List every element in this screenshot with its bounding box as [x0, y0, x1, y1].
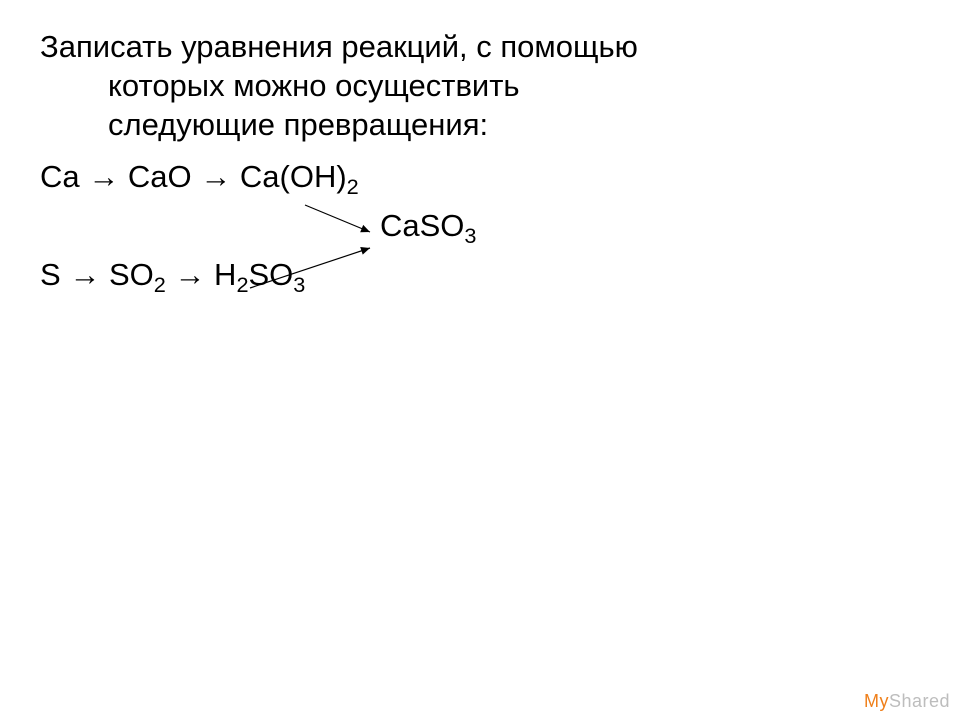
- species-caoh2: Ca(OH)2: [240, 159, 359, 194]
- species-s: S: [40, 257, 61, 292]
- arrow-icon: →: [174, 257, 205, 292]
- species-cao: CaO: [128, 159, 192, 194]
- species-ca: Ca: [40, 159, 80, 194]
- species-so2: SO2: [109, 257, 174, 292]
- watermark-part-1: My: [864, 691, 889, 711]
- arrow-icon: →: [88, 159, 119, 194]
- product-caso3: CaSO3: [40, 207, 920, 246]
- species-h2so3: H2SO3: [214, 257, 305, 292]
- task-prompt: Записать уравнения реакций, с помощью ко…: [40, 28, 920, 144]
- slide: Записать уравнения реакций, с помощью ко…: [0, 0, 960, 720]
- watermark-part-2: Shared: [889, 691, 950, 711]
- chain-sulfur: S → SO2 → H2SO3: [40, 256, 920, 295]
- arrow-icon: →: [200, 159, 231, 194]
- watermark: MyShared: [864, 691, 950, 712]
- arrow-icon: →: [69, 257, 100, 292]
- chain-calcium: Ca → CaO → Ca(OH)2: [40, 158, 920, 197]
- prompt-line-2: которых можно осуществить: [40, 67, 920, 106]
- prompt-line-3: следующие превращения:: [40, 106, 920, 145]
- prompt-line-1: Записать уравнения реакций, с помощью: [40, 29, 638, 64]
